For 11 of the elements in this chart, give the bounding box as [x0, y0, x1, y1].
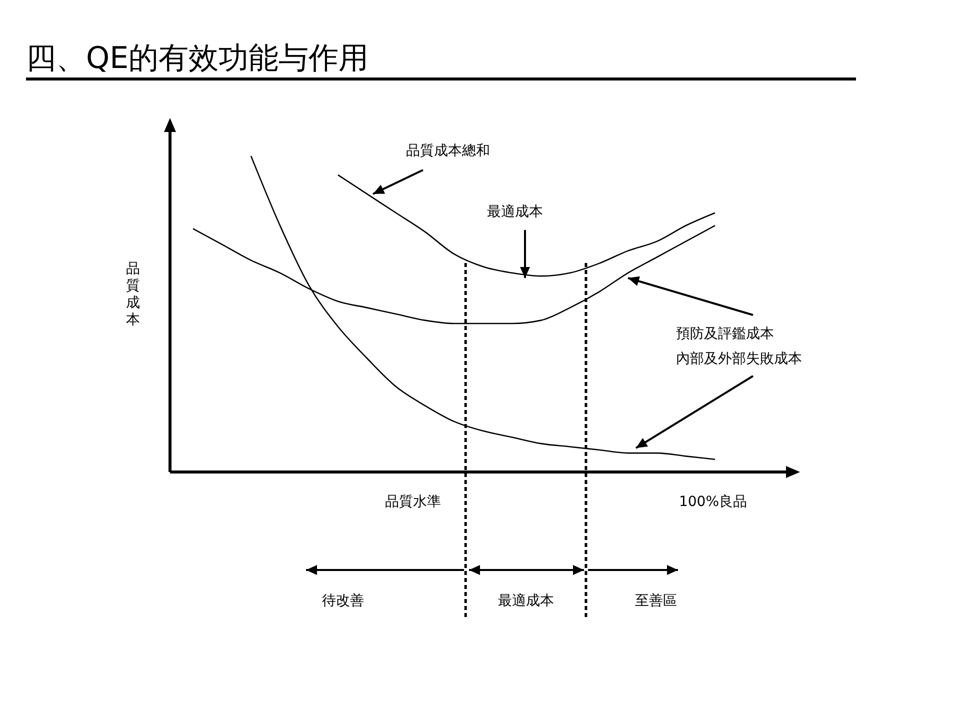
x-axis-title: 品質水準	[385, 494, 441, 510]
text: 品質成本總和	[406, 143, 490, 159]
text: 預防及評鑑成本	[676, 326, 774, 342]
y-axis-title: 品質成本	[126, 261, 140, 328]
text: 最適成本	[498, 593, 554, 609]
text: 內部及外部失敗成本	[676, 351, 802, 367]
annotation: 最適成本	[487, 204, 543, 220]
chart-title: 四、QE的有效功能与作用	[26, 41, 369, 76]
text: 100%良品	[678, 494, 748, 510]
text: 至善區	[635, 592, 677, 609]
text: 待改善	[322, 592, 364, 609]
